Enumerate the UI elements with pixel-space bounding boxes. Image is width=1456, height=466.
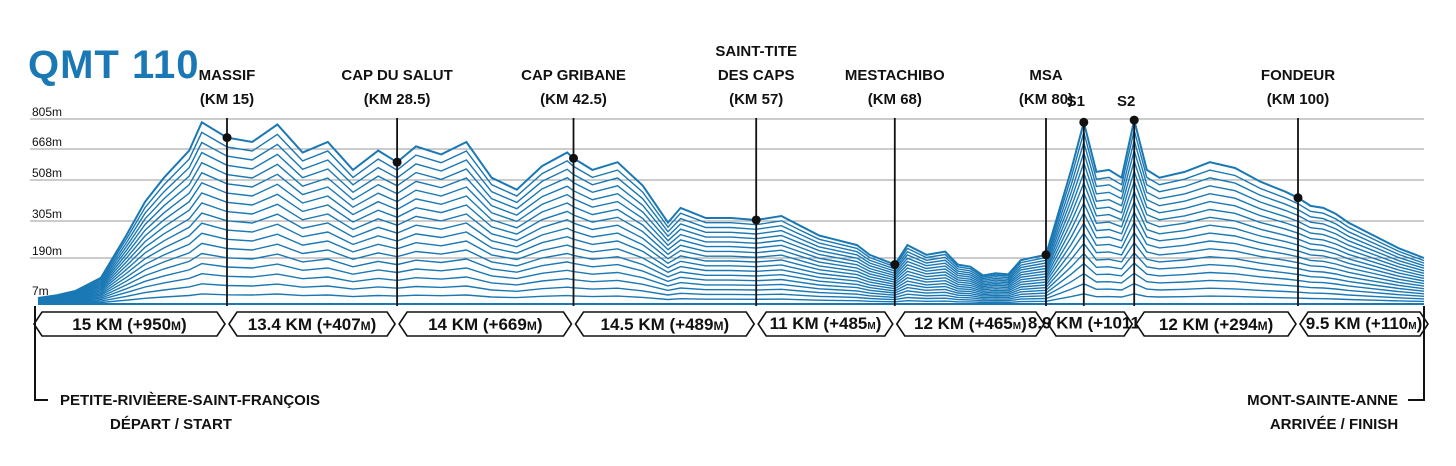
y-tick-label: 805m (32, 105, 62, 119)
profile-contour (37, 220, 1425, 302)
y-tick-label: 508m (32, 166, 62, 180)
start-label: DÉPART / START (110, 416, 232, 433)
checkpoint-dot (1079, 117, 1089, 127)
checkpoint-km: (KM 57) (729, 91, 783, 108)
checkpoint-km: (KM 28.5) (364, 91, 431, 108)
y-tick-label: 668m (32, 135, 62, 149)
y-tick-label: 190m (32, 244, 62, 258)
segment-box (1135, 311, 1297, 337)
profile-contour (37, 282, 1425, 304)
segment-box (33, 311, 226, 337)
start-finish: PETITE-RIVIÈERE-SAINT-FRANÇOIS DÉPART / … (34, 306, 1425, 433)
segment-box (398, 311, 573, 337)
profile-contour (37, 293, 1425, 305)
checkpoints: MASSIF (KM 15) CAP DU SALUT (KM 28.5) CAP GR… (199, 43, 1335, 306)
segment-box (228, 311, 397, 337)
checkpoint-name: DES CAPS (718, 67, 795, 84)
profile-contour (37, 168, 1425, 301)
y-axis-ticks: 805m 668m 508m 305m 190m 7m (32, 105, 62, 298)
segment-label: 14 KM (+669M) (428, 315, 542, 334)
chart-title: QMT 110 (28, 43, 200, 87)
profile-contour (37, 231, 1425, 303)
segment-label: 8.9 KM (+1011M) (1028, 313, 1152, 332)
segment-box (1299, 311, 1429, 337)
segment-label: 15 KM (+950M) (72, 315, 186, 334)
checkpoint-km: (KM 68) (868, 91, 922, 108)
checkpoint-name: SAINT-TITE (715, 43, 797, 60)
segment-box (757, 311, 894, 337)
checkpoint-dot (1041, 250, 1051, 260)
profile-contour (37, 241, 1425, 303)
finish-bracket (1408, 306, 1425, 401)
checkpoint-dot (569, 153, 578, 163)
checkpoint-dot (751, 215, 761, 225)
checkpoint-name: CAP DU SALUT (341, 67, 452, 84)
profile-contour (37, 148, 1425, 300)
profile-contour (37, 210, 1425, 302)
checkpoint-name: MESTACHIBO (845, 67, 945, 84)
checkpoint-km: (KM 100) (1267, 91, 1330, 108)
checkpoint-name: MSA (1029, 67, 1063, 84)
checkpoint-dot (392, 157, 402, 167)
profile-contour (37, 179, 1425, 301)
finish-label: ARRIVÉE / FINISH (1270, 416, 1398, 433)
segment-box (1047, 311, 1134, 337)
y-tick-label: 7m (32, 284, 49, 298)
checkpoint-dot (1293, 193, 1303, 203)
checkpoint-name: FONDEUR (1261, 67, 1335, 84)
start-bracket (34, 306, 48, 401)
profile-contour (37, 158, 1425, 300)
segment-box (895, 311, 1045, 337)
profile-contour (37, 129, 1425, 299)
profile-contour (37, 137, 1425, 300)
profile-contour (37, 262, 1425, 304)
segment-label: 14.5 KM (+489M) (601, 315, 730, 334)
checkpoint-dot (222, 133, 232, 143)
profile-contour (37, 251, 1425, 303)
segment-label: 11 KM (+485M) (770, 314, 882, 333)
segment-label: 12 KM (+294M) (1159, 315, 1273, 334)
segment-label: 9.5 KM (+110M) (1306, 314, 1423, 333)
segment-bar: 15 KM (+950M) 13.4 KM (+407M) 14 KM (+669M… (33, 311, 1429, 337)
segment-box (574, 311, 756, 337)
checkpoint-name: MASSIF (199, 67, 256, 84)
finish-name: MONT-SAINTE-ANNE (1247, 392, 1398, 409)
profile-contour (37, 118, 1425, 299)
checkpoint-km: (KM 42.5) (540, 91, 607, 108)
segment-label: 12 KM (+465M) (914, 314, 1027, 333)
checkpoint-name: CAP GRIBANE (521, 67, 626, 84)
profile-contour (37, 200, 1425, 302)
elevation-profile (37, 118, 1425, 305)
y-tick-label: 305m (32, 207, 62, 221)
checkpoint-dot (1129, 115, 1139, 125)
profile-contour (37, 189, 1425, 301)
summit-label: S1 (1067, 93, 1085, 110)
checkpoint-dot (890, 260, 900, 270)
checkpoint-km: (KM 15) (200, 91, 254, 108)
checkpoint-km: (KM 80) (1019, 91, 1073, 108)
segment-label: 13.4 KM (+407M) (248, 315, 377, 334)
start-name: PETITE-RIVIÈERE-SAINT-FRANÇOIS (60, 392, 320, 409)
summit-label: S2 (1117, 93, 1135, 110)
profile-contour (37, 272, 1425, 304)
